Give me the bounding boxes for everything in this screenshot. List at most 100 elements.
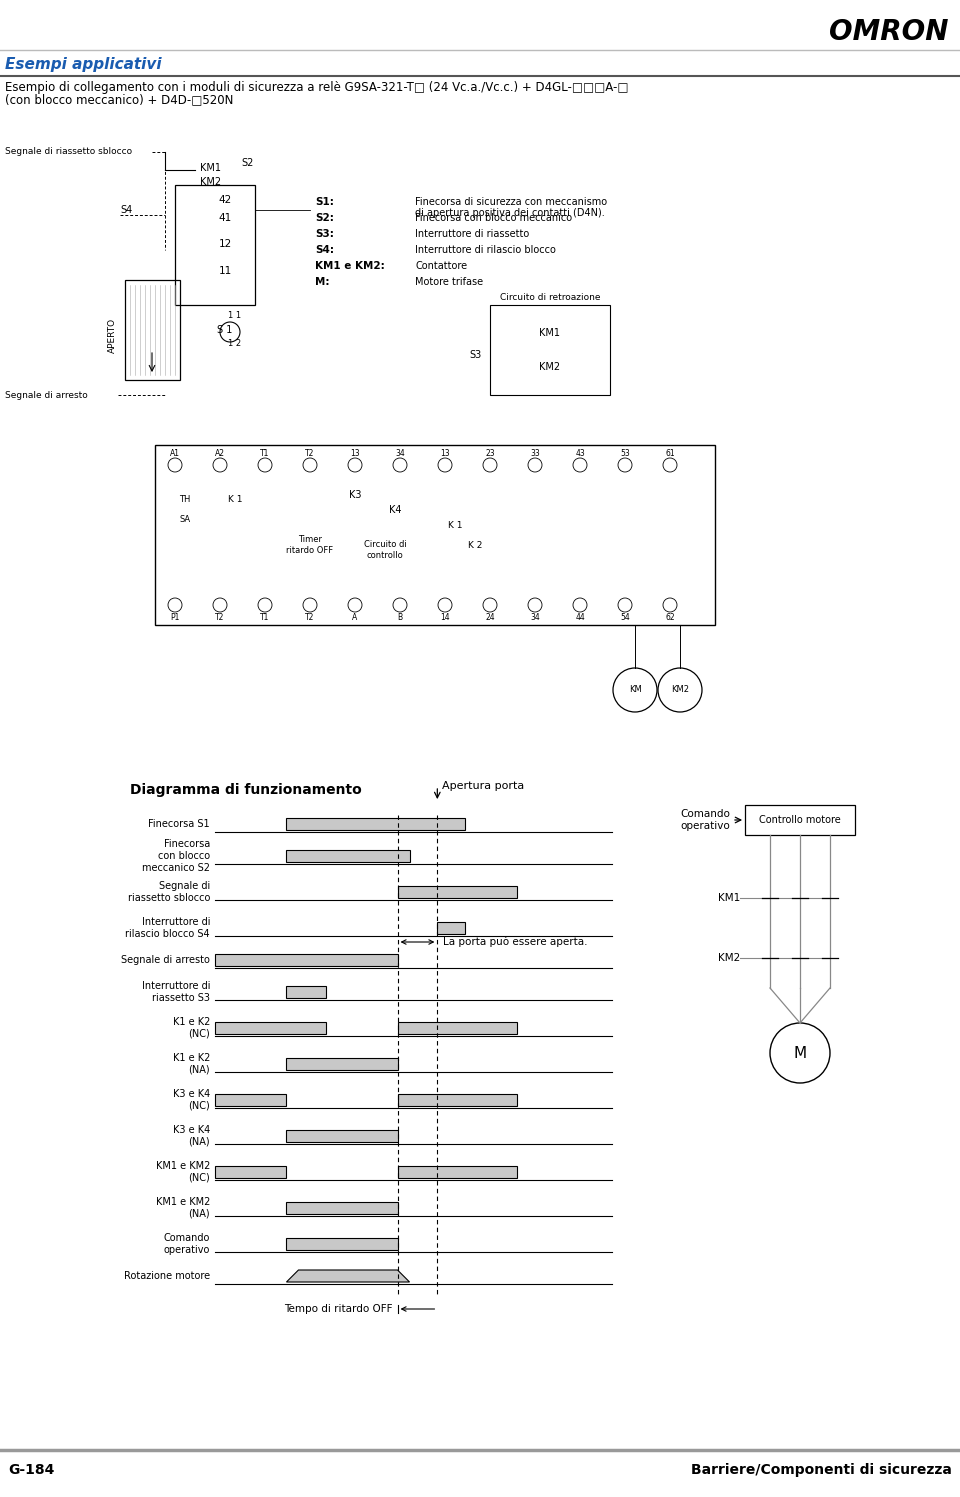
Text: Comando
operativo: Comando operativo [163, 1234, 210, 1254]
Text: Rotazione motore: Rotazione motore [124, 1271, 210, 1281]
Text: Segnale di arresto: Segnale di arresto [5, 391, 87, 400]
Text: Circuito di
controllo: Circuito di controllo [364, 540, 406, 560]
Text: 44: 44 [575, 612, 585, 621]
Bar [490, 305, 610, 395]
Text: 12: 12 [218, 240, 231, 249]
Bar [286, 1058, 397, 1070]
Text: K 1: K 1 [228, 496, 242, 504]
Text: Finecorsa
con blocco
meccanico S2: Finecorsa con blocco meccanico S2 [142, 840, 210, 873]
Text: 54: 54 [620, 612, 630, 621]
Text: S3: S3 [468, 350, 481, 359]
Text: S2:: S2: [315, 213, 334, 223]
Text: Esempi applicativi: Esempi applicativi [5, 57, 161, 72]
Text: KM2: KM2 [200, 177, 221, 187]
Text: 23: 23 [485, 449, 494, 458]
Text: KM2: KM2 [718, 954, 740, 963]
Text: KM2: KM2 [671, 686, 689, 695]
Bar [397, 1094, 516, 1106]
Text: OMRON: OMRON [828, 18, 948, 46]
Text: Interruttore di
rilascio blocco S4: Interruttore di rilascio blocco S4 [126, 918, 210, 939]
Text: K3 e K4
(NC): K3 e K4 (NC) [173, 1090, 210, 1111]
Text: Interruttore di rilascio blocco: Interruttore di rilascio blocco [415, 246, 556, 254]
Text: KM1: KM1 [718, 894, 740, 903]
Text: Finecorsa di sicurezza con meccanismo: Finecorsa di sicurezza con meccanismo [415, 198, 607, 207]
Text: 43: 43 [575, 449, 585, 458]
Bar [745, 805, 855, 835]
Bar [286, 987, 326, 998]
Text: 13: 13 [441, 449, 450, 458]
Text: Segnale di arresto: Segnale di arresto [121, 955, 210, 966]
Text: KM1: KM1 [200, 163, 221, 174]
Text: KM2: KM2 [540, 362, 561, 371]
Text: 1 2: 1 2 [228, 340, 242, 349]
Text: M:: M: [315, 277, 329, 287]
Bar [397, 1166, 516, 1178]
Text: Esempio di collegamento con i moduli di sicurezza a relè G9SA-321-T□ (24 Vc.a./V: Esempio di collegamento con i moduli di … [5, 81, 629, 94]
Text: Interruttore di
riassetto S3: Interruttore di riassetto S3 [141, 981, 210, 1003]
Text: Interruttore di riassetto: Interruttore di riassetto [415, 229, 529, 240]
Bar [215, 1094, 286, 1106]
Text: 62: 62 [665, 612, 675, 621]
Bar [215, 954, 397, 966]
Text: 42: 42 [218, 195, 231, 205]
Text: S 1: S 1 [217, 325, 232, 335]
Text: Contattore: Contattore [415, 260, 468, 271]
Text: La porta può essere aperta.: La porta può essere aperta. [444, 937, 588, 948]
Text: di apertura positiva dei contatti (D4N).: di apertura positiva dei contatti (D4N). [415, 208, 605, 219]
Text: 41: 41 [218, 213, 231, 223]
Bar [397, 1022, 516, 1034]
Bar [155, 445, 715, 626]
Text: K3 e K4
(NA): K3 e K4 (NA) [173, 1126, 210, 1147]
Text: K 1: K 1 [447, 521, 463, 530]
Text: K1 e K2
(NC): K1 e K2 (NC) [173, 1016, 210, 1039]
Text: K3: K3 [348, 490, 361, 500]
Text: M: M [793, 1045, 806, 1060]
Text: KM: KM [629, 686, 641, 695]
Text: Segnale di
riassetto sblocco: Segnale di riassetto sblocco [128, 882, 210, 903]
Bar [125, 280, 180, 380]
Text: KM1 e KM2:: KM1 e KM2: [315, 260, 385, 271]
Bar [286, 1202, 397, 1214]
Text: Finecorsa S1: Finecorsa S1 [149, 819, 210, 829]
Text: B: B [397, 612, 402, 621]
Text: A2: A2 [215, 449, 225, 458]
Bar [286, 817, 465, 829]
Text: Diagramma di funzionamento: Diagramma di funzionamento [130, 783, 362, 796]
Text: 1 1: 1 1 [228, 311, 242, 320]
Text: Motore trifase: Motore trifase [415, 277, 483, 287]
Text: S4: S4 [120, 205, 132, 216]
Text: S4:: S4: [315, 246, 334, 254]
Text: APERTO: APERTO [108, 317, 116, 353]
Text: Circuito di retroazione: Circuito di retroazione [500, 292, 600, 301]
Text: 33: 33 [530, 449, 540, 458]
Text: Segnale di riassetto sblocco: Segnale di riassetto sblocco [5, 148, 132, 157]
Text: Timer
ritardo OFF: Timer ritardo OFF [286, 536, 333, 555]
Text: KM1: KM1 [540, 328, 561, 338]
Text: 53: 53 [620, 449, 630, 458]
Text: 13: 13 [350, 449, 360, 458]
Bar [175, 186, 255, 305]
Text: 14: 14 [441, 612, 450, 621]
Text: (con blocco meccanico) + D4D-□520N: (con blocco meccanico) + D4D-□520N [5, 93, 233, 106]
Text: A1: A1 [170, 449, 180, 458]
Text: 61: 61 [665, 449, 675, 458]
Text: 11: 11 [218, 266, 231, 275]
Text: A: A [352, 612, 358, 621]
Text: 24: 24 [485, 612, 494, 621]
Text: S3:: S3: [315, 229, 334, 240]
Text: K1 e K2
(NA): K1 e K2 (NA) [173, 1054, 210, 1075]
Text: Comando
operativo: Comando operativo [680, 810, 730, 831]
Text: Tempo di ritardo OFF: Tempo di ritardo OFF [284, 1304, 393, 1314]
Bar [397, 886, 516, 898]
Text: 34: 34 [396, 449, 405, 458]
Text: T1: T1 [260, 612, 270, 621]
Text: P1: P1 [170, 612, 180, 621]
Text: K4: K4 [389, 504, 401, 515]
Text: Controllo motore: Controllo motore [759, 814, 841, 825]
Text: T2: T2 [215, 612, 225, 621]
Text: 34: 34 [530, 612, 540, 621]
Text: SA: SA [180, 515, 191, 524]
Text: Apertura porta: Apertura porta [443, 781, 524, 790]
Text: Finecorsa con blocco meccanico: Finecorsa con blocco meccanico [415, 213, 572, 223]
Text: T2: T2 [305, 612, 315, 621]
